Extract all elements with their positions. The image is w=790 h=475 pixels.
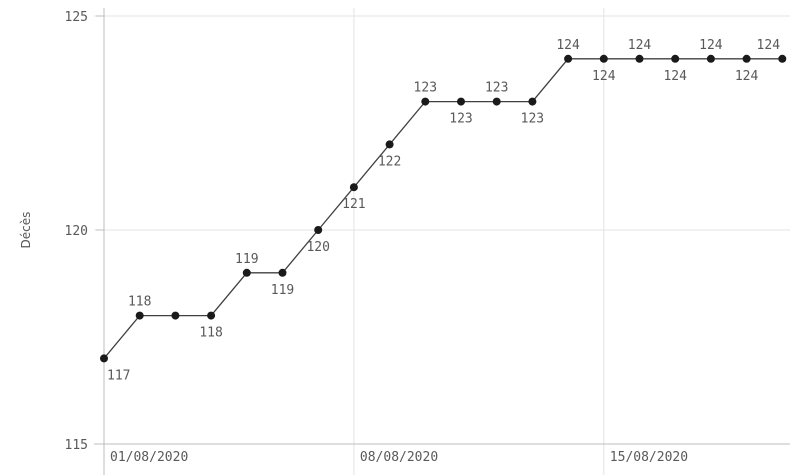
data-point [599, 54, 608, 63]
data-point [706, 54, 715, 63]
data-label: 123 [521, 112, 544, 127]
data-label: 124 [699, 38, 723, 53]
data-label: 119 [235, 252, 258, 267]
data-point [492, 97, 501, 106]
data-point [171, 311, 180, 320]
data-point [100, 354, 108, 363]
data-label: 124 [556, 38, 580, 53]
data-label: 124 [628, 38, 652, 53]
data-point [564, 54, 573, 63]
data-label: 123 [449, 112, 472, 127]
series-line [103, 58, 783, 359]
data-point [207, 311, 216, 320]
data-points [100, 54, 787, 363]
data-label: 124 [757, 38, 781, 53]
data-point [314, 226, 323, 234]
y-tick-label: 125 [65, 10, 88, 25]
data-point [349, 183, 358, 192]
data-label: 123 [414, 81, 437, 96]
axes [94, 8, 790, 475]
data-point [778, 54, 787, 63]
data-point [421, 97, 430, 106]
data-point [457, 97, 465, 106]
data-label: 123 [485, 81, 508, 96]
data-label: 124 [592, 69, 616, 84]
data-point [242, 268, 251, 277]
data-label: 118 [199, 326, 222, 341]
data-label: 117 [107, 368, 130, 383]
data-point [528, 97, 537, 106]
data-label: 124 [663, 69, 687, 84]
data-labels: 117 118 118 119 119 120 121 122 123 123 123 123 124 1… [107, 38, 780, 384]
data-label: 118 [128, 295, 151, 310]
x-tick-labels: 01/08/2020 08/08/2020 15/08/2020 [110, 450, 688, 465]
data-point [671, 54, 680, 63]
data-point [385, 140, 394, 149]
y-axis-label: Décès [19, 212, 33, 249]
x-tick-label: 08/08/2020 [360, 450, 438, 465]
x-tick-label: 01/08/2020 [110, 450, 188, 465]
data-point [742, 54, 751, 63]
data-point [278, 268, 287, 277]
data-label: 119 [271, 283, 294, 298]
y-tick-label: 115 [65, 438, 88, 453]
data-label: 120 [306, 240, 329, 255]
y-tick-label: 120 [65, 224, 88, 239]
data-label: 122 [378, 154, 401, 169]
data-point [635, 54, 644, 63]
x-tick-label: 15/08/2020 [610, 450, 688, 465]
data-label: 124 [735, 69, 759, 84]
data-label: 121 [342, 197, 365, 212]
data-point [135, 311, 144, 320]
y-tick-labels: 115 120 125 [65, 10, 88, 453]
